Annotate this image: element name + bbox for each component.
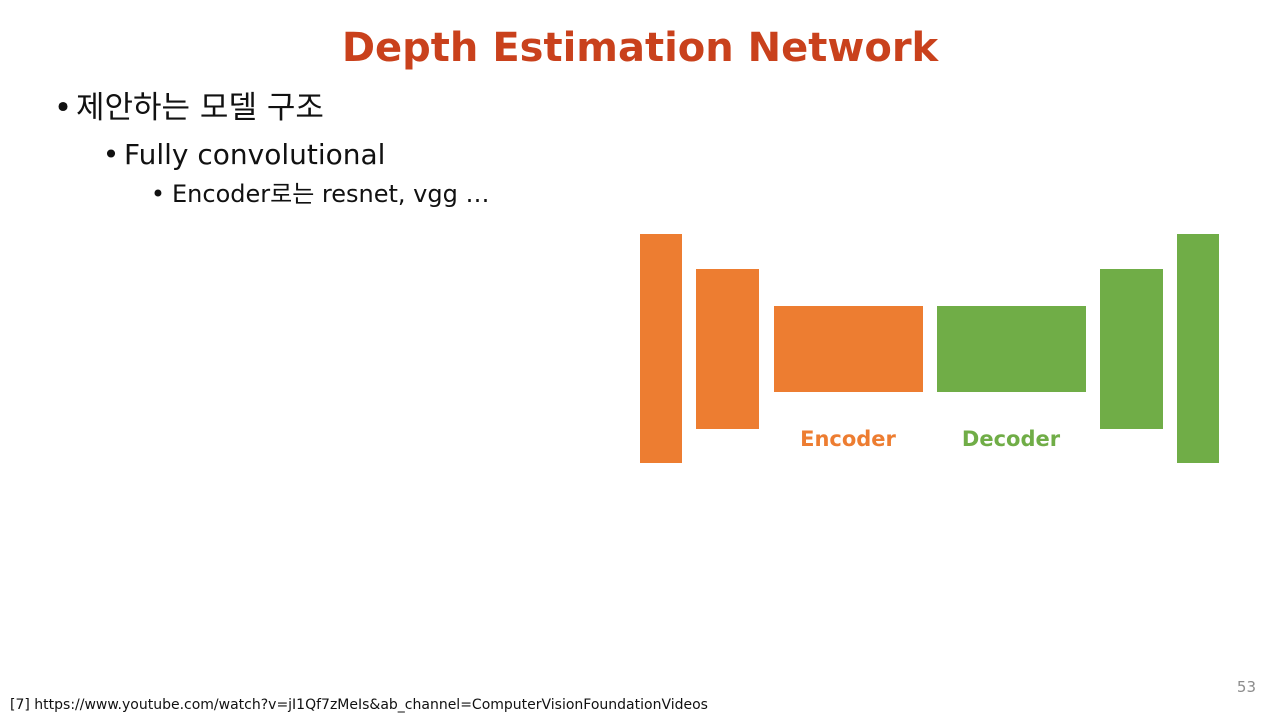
bullet-level-3: • Encoder로는 resnet, vgg … xyxy=(144,177,490,211)
bullet-marker: • xyxy=(53,90,73,126)
slide-title: Depth Estimation Network xyxy=(341,25,939,71)
bullet-marker: • xyxy=(150,180,166,208)
bullet-level-1: • 제안하는 모델 구조 xyxy=(50,86,324,130)
encoder-layer-3 xyxy=(774,306,923,392)
encoder-layer-2 xyxy=(696,269,759,429)
bullet-text: Encoder로는 resnet, vgg … xyxy=(172,180,490,208)
bullet-level-2: • Fully convolutional xyxy=(98,136,386,174)
bullet-marker: • xyxy=(102,138,120,171)
reference-footnote: [7] https://www.youtube.com/watch?v=jI1Q… xyxy=(10,697,708,713)
encoder-layer-1 xyxy=(640,234,682,463)
page-number: 53 xyxy=(1236,678,1256,696)
decoder-layer-3 xyxy=(1177,234,1219,463)
decoder-label: Decoder xyxy=(961,427,1061,451)
decoder-layer-1 xyxy=(937,306,1086,392)
decoder-layer-2 xyxy=(1100,269,1163,429)
bullet-text: Fully convolutional xyxy=(124,138,386,171)
encoder-label: Encoder xyxy=(800,427,896,451)
bullet-text: 제안하는 모델 구조 xyxy=(76,90,324,126)
